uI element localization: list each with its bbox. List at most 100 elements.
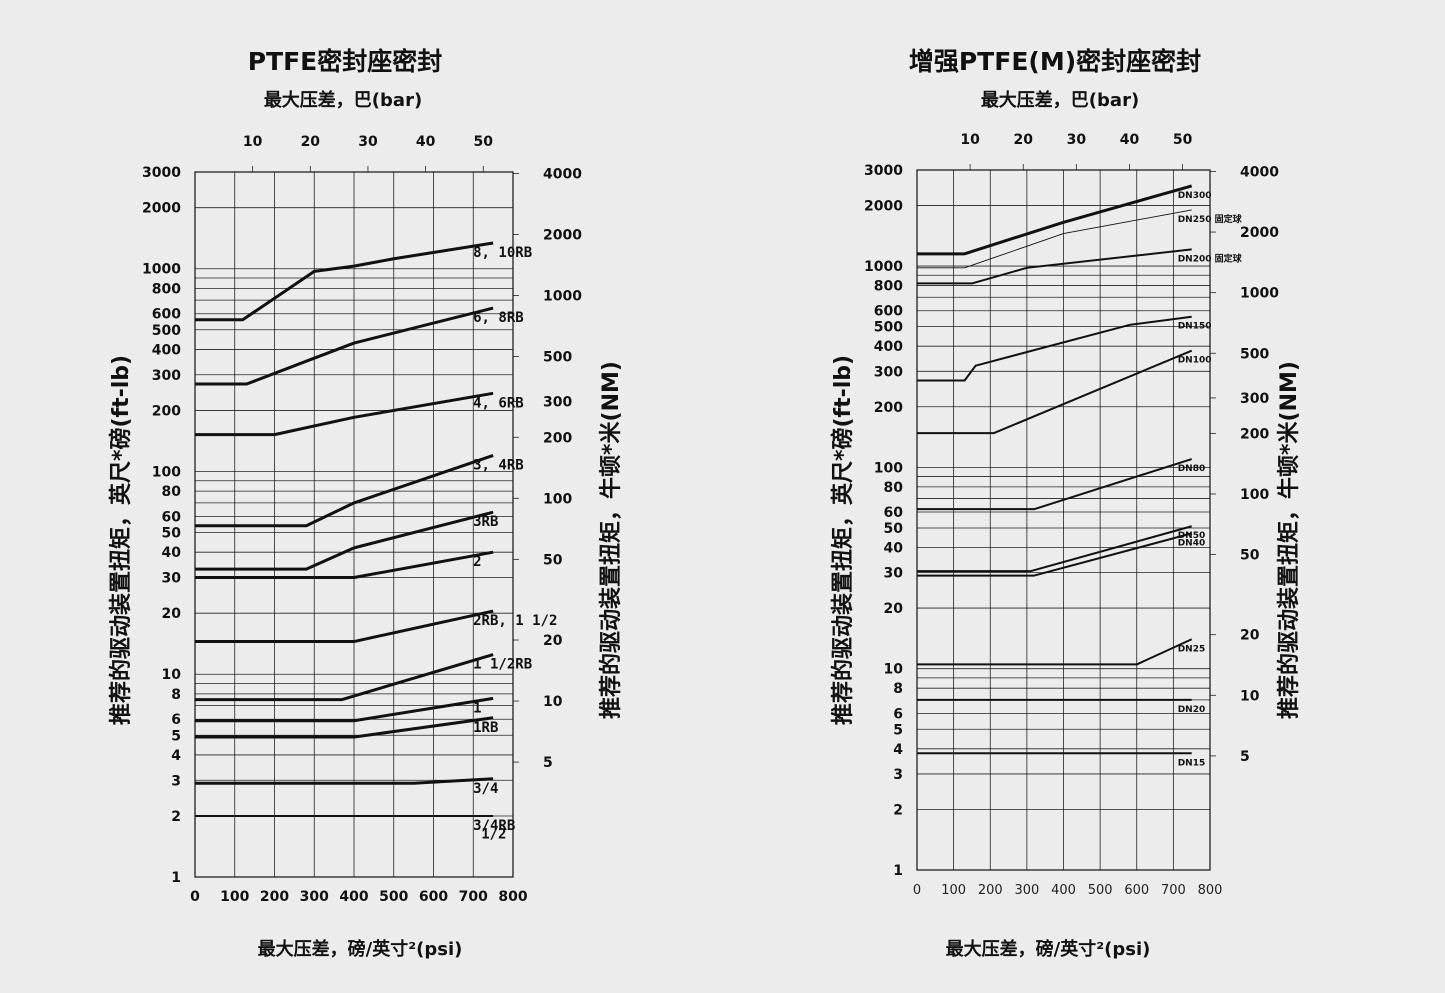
y-tick-label-left: 800 bbox=[874, 279, 903, 295]
series-line bbox=[195, 550, 494, 580]
y-tick-label-right: 500 bbox=[543, 350, 572, 366]
y-tick-label-left: 1000 bbox=[864, 259, 903, 275]
y-tick-label-left: 30 bbox=[884, 566, 904, 582]
chart-reinforced-ptfe: 增强PTFE(M)密封座密封 最大压差，巴(bar) 最大压差，磅/英寸²(ps… bbox=[830, 47, 1302, 960]
y-tick-label-right: 10 bbox=[1240, 688, 1260, 704]
y-tick-label-left: 8 bbox=[171, 687, 181, 703]
y-tick-label-right: 10 bbox=[543, 694, 563, 710]
y-tick-label-right: 4000 bbox=[543, 166, 582, 182]
y-axis-label-left: 推荐的驱动装置扭矩，英尺*磅(ft-lb) bbox=[830, 355, 856, 725]
y-tick-label-left: 40 bbox=[884, 540, 904, 556]
series-label: 3/4RB bbox=[473, 818, 515, 834]
series-label: 3/4 bbox=[473, 781, 498, 797]
series-line bbox=[917, 315, 1192, 382]
series-label: 1 bbox=[473, 700, 481, 716]
series-label: DN25 bbox=[1178, 644, 1206, 654]
series-line bbox=[917, 248, 1192, 285]
y-tick-label-left: 80 bbox=[162, 484, 182, 500]
series-line bbox=[195, 391, 494, 437]
y-tick-label-right: 1000 bbox=[1240, 286, 1279, 302]
y-tick-label-left: 50 bbox=[884, 521, 904, 537]
x-axis-label: 最大压差，磅/英寸²(psi) bbox=[258, 938, 463, 960]
series-label: DN20 bbox=[1178, 705, 1206, 715]
y-tick-label-left: 3000 bbox=[142, 165, 181, 181]
x-tick-label: 100 bbox=[941, 883, 966, 898]
series-line bbox=[917, 638, 1193, 666]
y-tick-label-left: 300 bbox=[152, 368, 181, 384]
plot-area: 0 100 200 300 400 500 600 700 800123456810203040… bbox=[142, 134, 582, 905]
series-line bbox=[917, 525, 1192, 573]
series-label: DN80 bbox=[1178, 464, 1206, 474]
series-line bbox=[195, 609, 494, 644]
y-tick-label-right: 2000 bbox=[543, 228, 582, 244]
y-tick-label-right: 20 bbox=[543, 633, 563, 649]
y-tick-label-left: 3 bbox=[893, 767, 903, 783]
y-tick-label-right: 100 bbox=[1240, 487, 1269, 503]
top-tick-label: 40 bbox=[1120, 132, 1140, 148]
x-tick-label: 800 bbox=[498, 889, 527, 905]
x-tick-label: 700 bbox=[1161, 883, 1186, 898]
series-label: 8, 10RB bbox=[473, 245, 532, 261]
series-label: 2RB, 1 1/2 bbox=[473, 613, 557, 629]
x-tick-label: 700 bbox=[459, 889, 488, 905]
top-tick-label: 20 bbox=[1013, 132, 1033, 148]
y-tick-label-right: 5 bbox=[543, 755, 553, 771]
series-label: DN15 bbox=[1178, 758, 1206, 768]
y-tick-label-left: 600 bbox=[152, 307, 181, 323]
y-tick-label-right: 4000 bbox=[1240, 164, 1279, 180]
y-tick-label-left: 3000 bbox=[864, 163, 903, 179]
chart-ptfe: PTFE密封座密封 最大压差，巴(bar) 最大压差，磅/英寸²(psi) 推荐… bbox=[108, 47, 624, 960]
y-tick-label-left: 60 bbox=[884, 505, 904, 521]
y-tick-label-left: 1 bbox=[893, 863, 903, 879]
y-tick-label-left: 100 bbox=[152, 464, 181, 480]
plot-area: 0 100 200 300 400 500 600 700 800123456810203040… bbox=[864, 132, 1279, 898]
y-tick-label-left: 50 bbox=[162, 526, 182, 542]
y-tick-label-left: 400 bbox=[152, 342, 181, 358]
y-tick-label-left: 30 bbox=[162, 571, 182, 587]
series-line bbox=[195, 454, 494, 528]
top-tick-label: 50 bbox=[1173, 132, 1193, 148]
series-label: DN300 bbox=[1178, 191, 1212, 201]
x-tick-label: 600 bbox=[419, 889, 448, 905]
y-tick-label-left: 2000 bbox=[142, 201, 181, 217]
y-tick-label-left: 40 bbox=[162, 545, 182, 561]
y-tick-label-right: 2000 bbox=[1240, 225, 1279, 241]
y-tick-label-left: 80 bbox=[884, 480, 904, 496]
series-line bbox=[195, 653, 494, 702]
y-tick-label-right: 100 bbox=[543, 491, 572, 507]
y-axis-label-right: 推荐的驱动装置扭矩，牛顿*米(NM) bbox=[598, 361, 624, 719]
x-tick-label: 300 bbox=[1014, 883, 1039, 898]
y-tick-label-left: 500 bbox=[874, 320, 903, 336]
y-tick-label-right: 1000 bbox=[543, 289, 582, 305]
series-line bbox=[195, 241, 494, 322]
y-tick-label-left: 2000 bbox=[864, 198, 903, 214]
top-tick-label: 50 bbox=[474, 134, 494, 150]
x-tick-label: 400 bbox=[339, 889, 368, 905]
y-tick-label-left: 1 bbox=[171, 870, 181, 886]
series-line bbox=[195, 716, 494, 739]
top-axis-label: 最大压差，巴(bar) bbox=[981, 89, 1139, 111]
series-label: 1/2 bbox=[481, 826, 506, 842]
y-tick-label-right: 50 bbox=[543, 552, 563, 568]
series-line bbox=[195, 696, 494, 723]
y-tick-label-left: 500 bbox=[152, 323, 181, 339]
series-label: 2 bbox=[473, 554, 481, 570]
x-tick-label: 200 bbox=[260, 889, 289, 905]
y-axis-label-right: 推荐的驱动装置扭矩，牛顿*米(NM) bbox=[1276, 361, 1302, 719]
y-tick-label-right: 500 bbox=[1240, 346, 1269, 362]
x-tick-label: 300 bbox=[300, 889, 329, 905]
top-tick-label: 20 bbox=[301, 134, 321, 150]
series-label: 1RB bbox=[473, 720, 498, 736]
series-line bbox=[917, 532, 1192, 577]
y-tick-label-left: 200 bbox=[152, 403, 181, 419]
series-line bbox=[195, 777, 494, 785]
y-tick-label-left: 2 bbox=[171, 809, 181, 825]
y-tick-label-left: 800 bbox=[152, 281, 181, 297]
series-line bbox=[917, 349, 1193, 435]
series-label: DN150 bbox=[1178, 322, 1212, 332]
y-tick-label-right: 20 bbox=[1240, 628, 1260, 644]
y-tick-label-left: 300 bbox=[874, 364, 903, 380]
y-tick-label-left: 600 bbox=[874, 304, 903, 320]
x-tick-label: 800 bbox=[1198, 883, 1223, 898]
series-label: 6, 8RB bbox=[473, 310, 524, 326]
